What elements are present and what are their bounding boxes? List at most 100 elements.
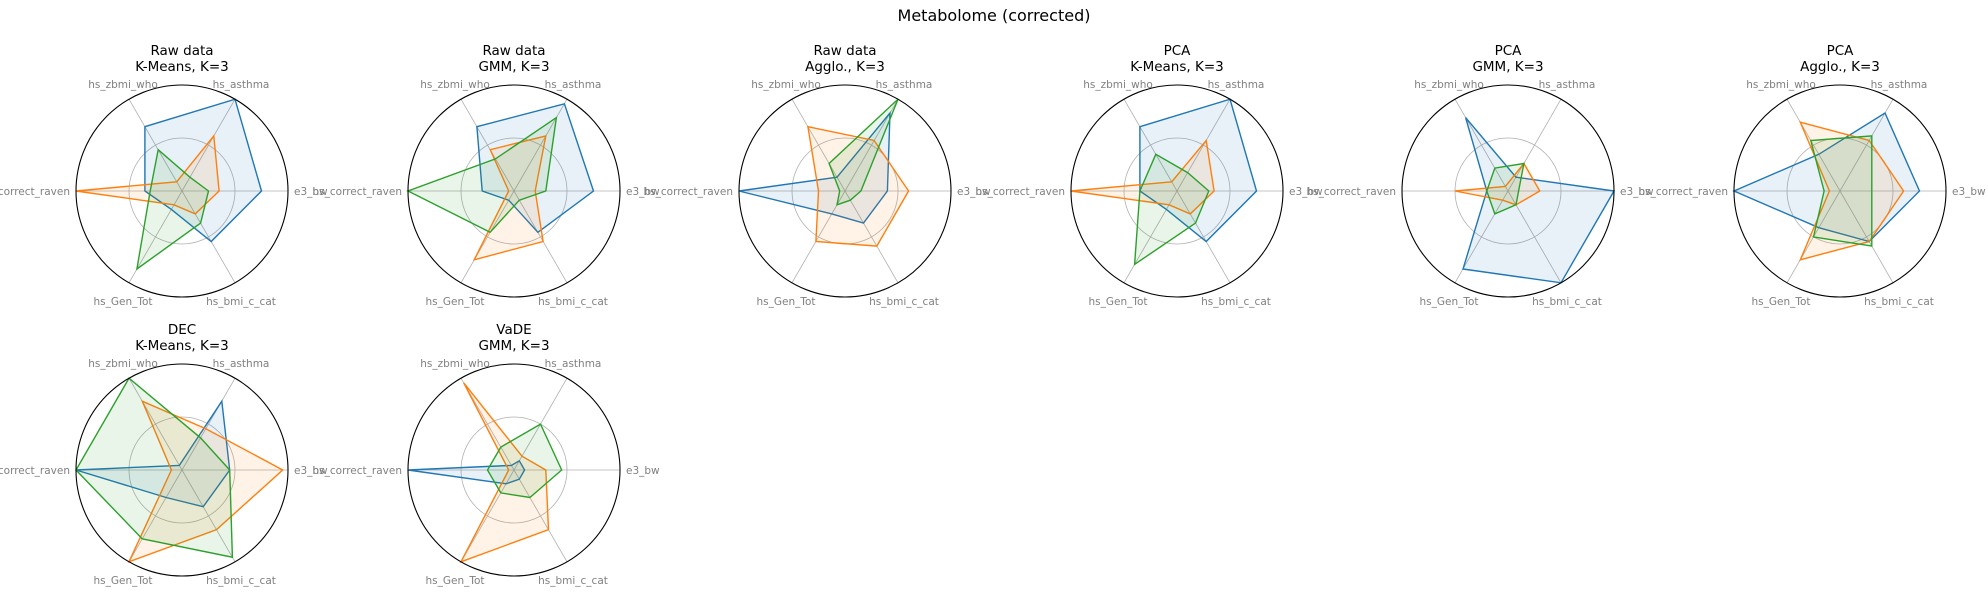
series-polygon [486, 423, 563, 499]
axis-label: hs_asthma [1539, 79, 1596, 91]
panel-title-line2: K-Means, K=3 [1130, 59, 1223, 75]
axis-label: hs_asthma [1208, 79, 1265, 91]
axis-label: hs_correct_raven [1639, 186, 1728, 198]
radar-panel: e3_bw hs_asthma hs_zbmi_who hs_correct_rave… [313, 43, 661, 308]
axis-label: hs_bmi_c_cat [206, 575, 276, 587]
axis-label: hs_asthma [876, 79, 933, 91]
axis-label: hs_Gen_Tot [425, 296, 484, 308]
series-polygon [807, 125, 910, 247]
radar-panel: e3_bw hs_asthma hs_zbmi_who hs_correct_rave… [0, 322, 328, 587]
polar-frame [75, 363, 289, 577]
series-polygon [472, 134, 547, 261]
axis-label: hs_zbmi_who [1083, 79, 1153, 91]
grid-ring [460, 416, 568, 524]
panel-title-line1: Raw data [482, 43, 545, 59]
radar-panel: e3_bw hs_asthma hs_zbmi_who hs_correct_rave… [976, 43, 1324, 308]
radar-panel: e3_bw hs_asthma hs_zbmi_who hs_correct_rave… [313, 322, 661, 587]
panel-title-line2: Agglo., K=3 [805, 59, 885, 75]
series-polygon [1462, 117, 1616, 284]
polar-frame [1733, 84, 1947, 298]
axis-label: e3_bw [626, 186, 660, 198]
axis-label: hs_bmi_c_cat [538, 296, 608, 308]
axis-label: hs_bmi_c_cat [1532, 296, 1602, 308]
series-polygon [135, 148, 210, 271]
figure-title: Metabolome (corrected) [897, 6, 1091, 25]
axis-label: hs_Gen_Tot [756, 296, 815, 308]
axis-label: hs_correct_raven [976, 186, 1065, 198]
axis-label: hs_zbmi_who [1746, 79, 1816, 91]
panel-title-line1: VaDE [496, 322, 531, 338]
axis-label: hs_bmi_c_cat [1864, 296, 1934, 308]
series-polygon [459, 382, 550, 564]
panel-title-line1: PCA [1164, 43, 1192, 59]
grid-ring [128, 137, 236, 245]
axis-label: hs_zbmi_who [88, 358, 158, 370]
axis-label: hs_Gen_Tot [425, 575, 484, 587]
series-polygon [1799, 121, 1905, 261]
axis-label: e3_bw [294, 186, 328, 198]
axis-label: hs_asthma [545, 79, 602, 91]
radar-panel: e3_bw hs_asthma hs_zbmi_who hs_correct_rave… [0, 43, 328, 308]
axis-label: hs_bmi_c_cat [206, 296, 276, 308]
panel-title-line1: DEC [168, 322, 196, 338]
series-polygon [1486, 162, 1525, 215]
panel-title-line1: PCA [1495, 43, 1523, 59]
radar-panel: e3_bw hs_asthma hs_zbmi_who hs_correct_rave… [1639, 43, 1987, 308]
axis-label: hs_correct_raven [1307, 186, 1396, 198]
series-polygon [75, 377, 234, 559]
panel-title-line2: GMM, K=3 [1472, 59, 1543, 75]
axis-label: hs_zbmi_who [88, 79, 158, 91]
polar-frame [75, 84, 289, 298]
grid-ring [128, 416, 236, 524]
axis-label: e3_bw [1952, 186, 1986, 198]
axis-label: hs_bmi_c_cat [538, 575, 608, 587]
axis-label: hs_correct_raven [644, 186, 733, 198]
grid-ring [460, 137, 568, 245]
axis-label: e3_bw [1620, 186, 1654, 198]
grid-ring [1123, 137, 1231, 245]
axis-label: hs_asthma [1871, 79, 1928, 91]
polar-frame [1070, 84, 1284, 298]
axis-label: hs_asthma [545, 358, 602, 370]
panel-title-line1: Raw data [150, 43, 213, 59]
axis-label: hs_correct_raven [0, 186, 70, 198]
axis-label: hs_Gen_Tot [93, 575, 152, 587]
polar-frame [738, 84, 952, 298]
axis-label: e3_bw [294, 465, 328, 477]
polar-frame [1401, 84, 1615, 298]
series-polygon [127, 399, 284, 564]
axis-label: hs_zbmi_who [1414, 79, 1484, 91]
panel-title-line1: PCA [1827, 43, 1855, 59]
polar-frame [407, 84, 621, 298]
axis-label: hs_Gen_Tot [1751, 296, 1810, 308]
series-polygon [1809, 135, 1873, 247]
axis-label: hs_zbmi_who [751, 79, 821, 91]
panel-title-line2: GMM, K=3 [478, 338, 549, 354]
axis-label: hs_correct_raven [0, 465, 70, 477]
radar-panel: e3_bw hs_asthma hs_zbmi_who hs_correct_rave… [644, 43, 992, 308]
axis-label: hs_asthma [213, 358, 270, 370]
axis-label: hs_correct_raven [313, 186, 402, 198]
axis-label: hs_asthma [213, 79, 270, 91]
panel-title-line2: K-Means, K=3 [135, 338, 228, 354]
axis-label: hs_Gen_Tot [1088, 296, 1147, 308]
panel-title-line2: Agglo., K=3 [1800, 59, 1880, 75]
axis-label: hs_correct_raven [313, 465, 402, 477]
axis-label: hs_Gen_Tot [1419, 296, 1478, 308]
panel-title-line1: Raw data [813, 43, 876, 59]
polar-frame [407, 363, 621, 577]
axis-label: hs_Gen_Tot [93, 296, 152, 308]
axis-label: hs_bmi_c_cat [869, 296, 939, 308]
axis-label: e3_bw [957, 186, 991, 198]
axis-label: hs_bmi_c_cat [1201, 296, 1271, 308]
radar-panel: e3_bw hs_asthma hs_zbmi_who hs_correct_rave… [1307, 43, 1655, 308]
axis-label: hs_zbmi_who [420, 79, 490, 91]
panel-title-line2: K-Means, K=3 [135, 59, 228, 75]
panel-title-line2: GMM, K=3 [478, 59, 549, 75]
axis-label: hs_zbmi_who [420, 358, 490, 370]
axis-label: e3_bw [1289, 186, 1323, 198]
axis-label: e3_bw [626, 465, 660, 477]
series-polygon [476, 102, 595, 234]
